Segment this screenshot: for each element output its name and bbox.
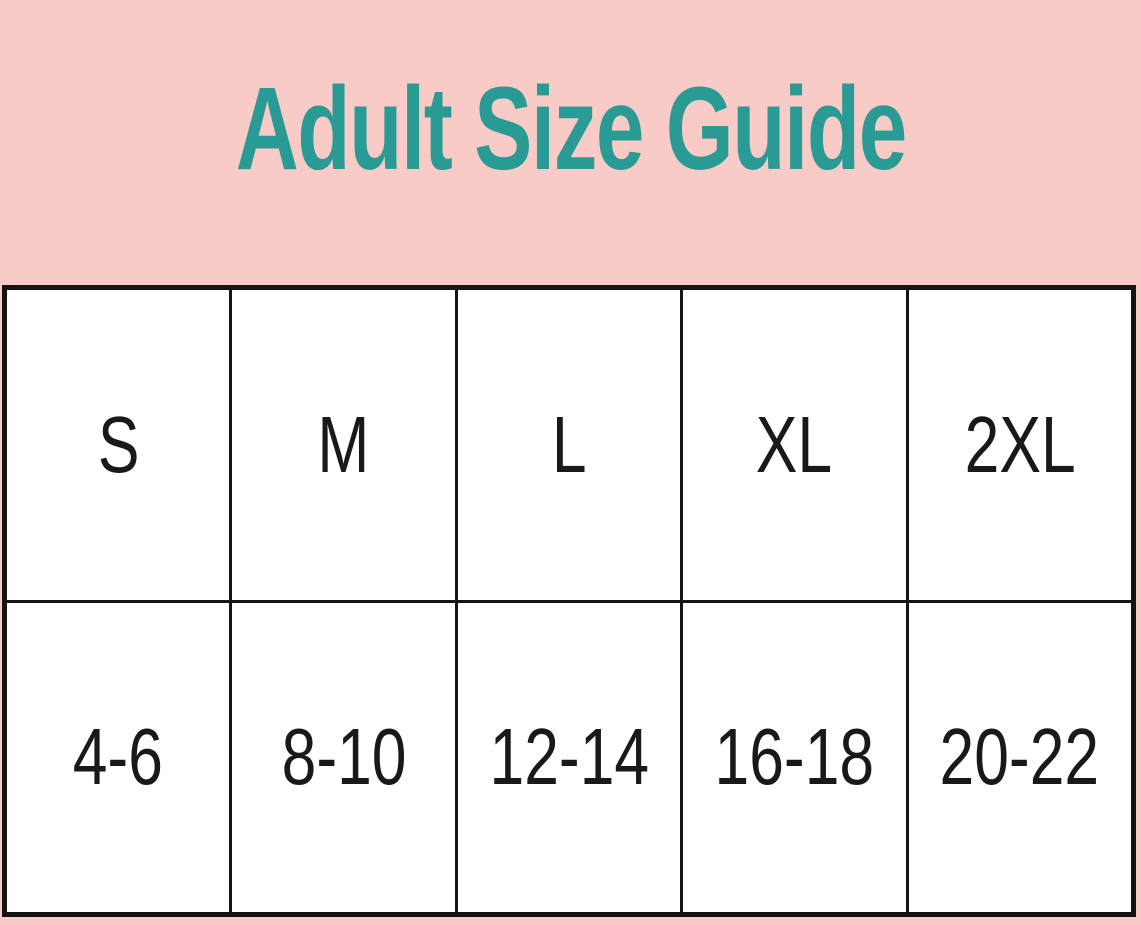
range-cell: 12-14 bbox=[457, 602, 681, 912]
range-label-s: 4-6 bbox=[73, 712, 164, 802]
range-cell: 4-6 bbox=[7, 602, 230, 912]
size-table: S M L XL 2XL 4-6 8-10 12-14 16-18 20-22 bbox=[2, 285, 1136, 917]
range-label-m: 8-10 bbox=[281, 712, 407, 802]
size-header-cell: M bbox=[232, 290, 455, 600]
size-label-2xl: 2XL bbox=[964, 399, 1076, 489]
size-header-cell: S bbox=[7, 290, 230, 600]
size-guide-header: Adult Size Guide bbox=[0, 0, 1141, 285]
range-label-l: 12-14 bbox=[489, 712, 649, 802]
range-label-xl: 16-18 bbox=[714, 712, 875, 802]
size-label-l: L bbox=[551, 399, 587, 489]
size-header-cell: L bbox=[457, 290, 681, 600]
page-title: Adult Size Guide bbox=[235, 62, 907, 195]
size-label-m: M bbox=[317, 399, 370, 489]
range-cell: 16-18 bbox=[683, 602, 906, 912]
range-cell: 20-22 bbox=[908, 602, 1131, 912]
size-label-s: S bbox=[97, 399, 140, 489]
range-label-2xl: 20-22 bbox=[939, 712, 1100, 802]
size-label-xl: XL bbox=[756, 399, 833, 489]
size-header-cell: 2XL bbox=[908, 290, 1131, 600]
range-cell: 8-10 bbox=[232, 602, 455, 912]
size-header-cell: XL bbox=[683, 290, 906, 600]
